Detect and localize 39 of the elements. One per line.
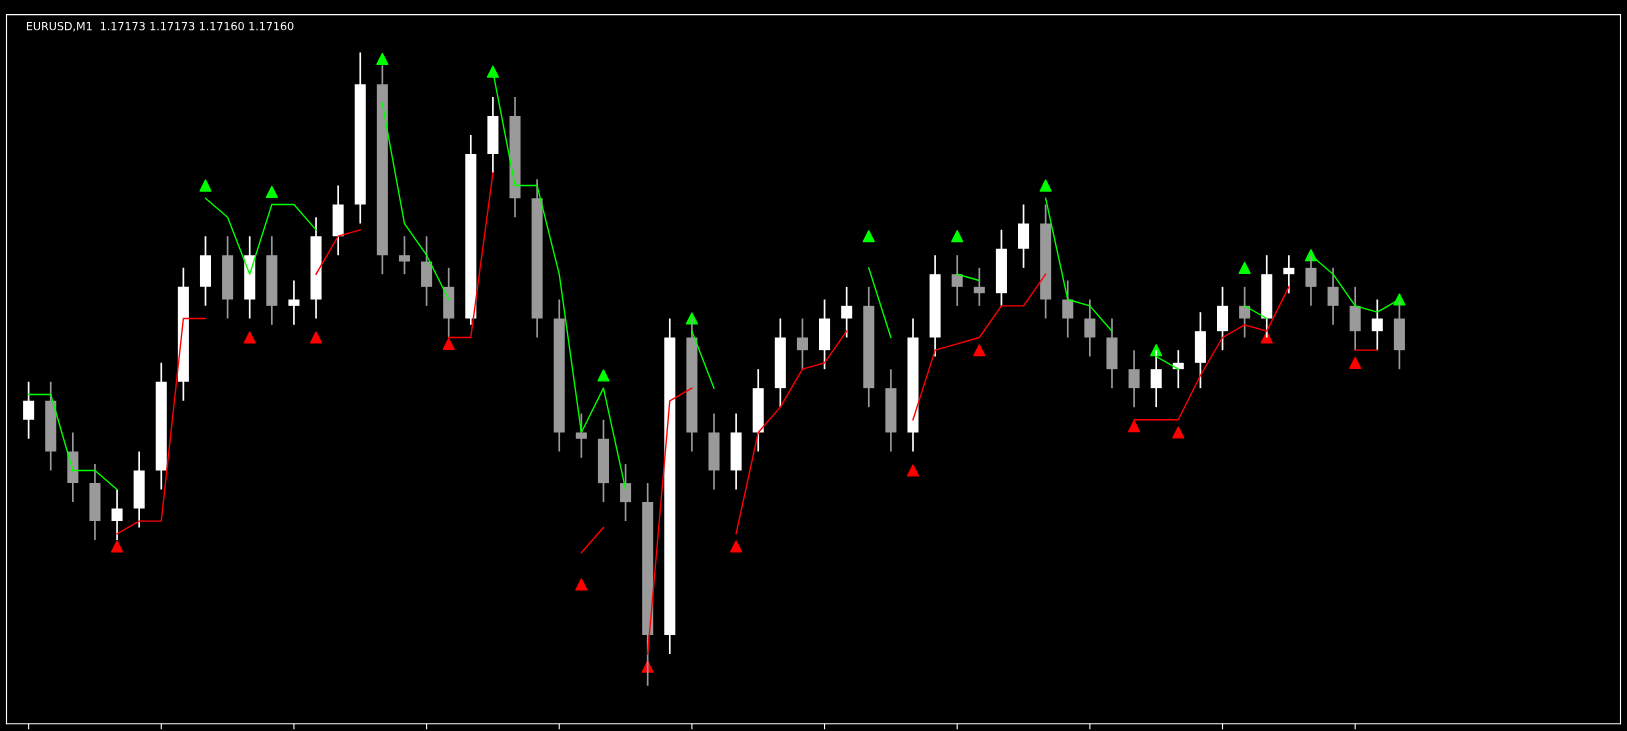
candlestick: [111, 488, 123, 541]
candlestick: [951, 254, 963, 307]
point: [265, 185, 278, 198]
point: [951, 230, 964, 243]
point: [309, 331, 323, 344]
point: [376, 52, 389, 66]
point: [1393, 293, 1406, 306]
point: [1238, 261, 1251, 274]
point: [575, 578, 588, 591]
point: [1172, 426, 1185, 439]
point: [1039, 179, 1052, 192]
point: [906, 464, 920, 477]
chart-title: EURUSD,M1 1.17173 1.17173 1.17160 1.17160: [26, 21, 294, 32]
point: [862, 230, 875, 243]
point: [199, 179, 212, 192]
point: [243, 331, 256, 344]
point: [597, 369, 610, 382]
point: [1128, 420, 1141, 433]
point: [730, 540, 743, 553]
candlestick: [1062, 279, 1074, 339]
point: [973, 344, 986, 357]
candlestick: [288, 279, 300, 326]
candlestick: [1239, 286, 1251, 339]
candlestick: [398, 235, 410, 276]
candlestick: [1128, 349, 1140, 408]
candlestick: [1084, 298, 1096, 358]
candlestick: [23, 380, 35, 440]
candlestick: [1283, 254, 1295, 295]
point: [110, 540, 124, 553]
candlestick: [1371, 298, 1383, 351]
candlestick: [973, 267, 985, 307]
candlestick: [796, 317, 808, 370]
candlestick: [575, 412, 587, 459]
point: [486, 65, 499, 78]
candlestick: [1327, 267, 1339, 326]
point: [1349, 356, 1362, 369]
point: [442, 337, 455, 350]
candlestick: [841, 286, 853, 339]
candlestick: [620, 463, 632, 522]
